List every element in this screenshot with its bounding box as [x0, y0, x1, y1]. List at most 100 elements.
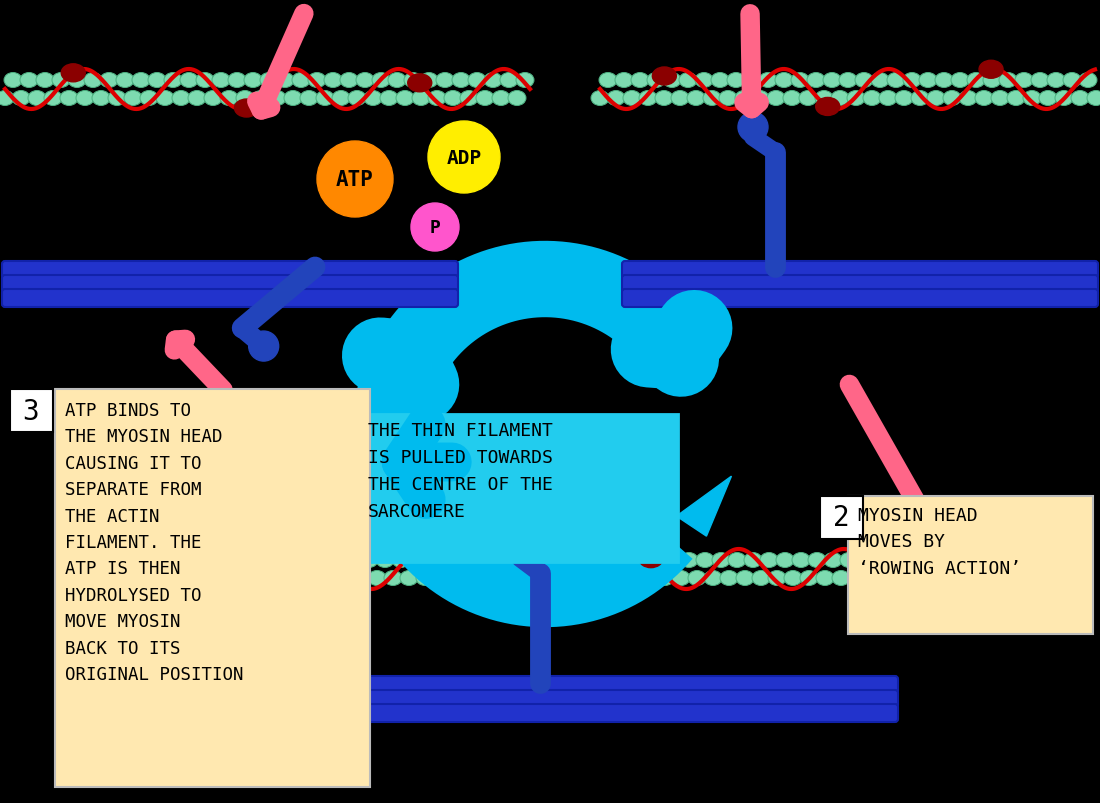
- Ellipse shape: [396, 92, 414, 106]
- FancyBboxPatch shape: [2, 275, 458, 294]
- Ellipse shape: [880, 571, 898, 585]
- Ellipse shape: [736, 571, 754, 585]
- Ellipse shape: [991, 92, 1009, 106]
- Ellipse shape: [959, 92, 977, 106]
- Text: MYOSIN HEAD
MOVES BY
‘ROWING ACTION’: MYOSIN HEAD MOVES BY ‘ROWING ACTION’: [858, 507, 1021, 577]
- Ellipse shape: [776, 73, 793, 88]
- Ellipse shape: [960, 571, 978, 585]
- Ellipse shape: [1071, 92, 1089, 106]
- Ellipse shape: [824, 552, 842, 568]
- Ellipse shape: [592, 571, 611, 585]
- Circle shape: [738, 113, 768, 143]
- Ellipse shape: [336, 571, 354, 585]
- Ellipse shape: [679, 73, 697, 88]
- Ellipse shape: [124, 92, 142, 106]
- Ellipse shape: [1006, 92, 1025, 106]
- Ellipse shape: [172, 92, 190, 106]
- Ellipse shape: [840, 552, 858, 568]
- Ellipse shape: [76, 92, 94, 106]
- FancyBboxPatch shape: [848, 496, 1093, 634]
- Ellipse shape: [460, 92, 478, 106]
- Ellipse shape: [356, 73, 374, 88]
- Ellipse shape: [624, 571, 642, 585]
- Ellipse shape: [436, 73, 454, 88]
- Ellipse shape: [848, 571, 866, 585]
- Ellipse shape: [983, 73, 1001, 88]
- Ellipse shape: [0, 92, 14, 106]
- Ellipse shape: [887, 73, 905, 88]
- Ellipse shape: [615, 73, 632, 88]
- Ellipse shape: [858, 560, 882, 579]
- Ellipse shape: [767, 92, 785, 106]
- FancyBboxPatch shape: [621, 275, 1098, 294]
- Ellipse shape: [416, 571, 434, 585]
- Ellipse shape: [647, 73, 666, 88]
- Ellipse shape: [903, 73, 921, 88]
- Ellipse shape: [344, 552, 362, 568]
- Text: ADP: ADP: [447, 149, 482, 167]
- Circle shape: [249, 332, 278, 361]
- Ellipse shape: [864, 92, 881, 106]
- Ellipse shape: [212, 73, 230, 88]
- FancyBboxPatch shape: [820, 496, 864, 540]
- FancyBboxPatch shape: [2, 290, 458, 308]
- Ellipse shape: [544, 571, 562, 585]
- Ellipse shape: [711, 73, 729, 88]
- Ellipse shape: [742, 73, 761, 88]
- Ellipse shape: [864, 571, 882, 585]
- Ellipse shape: [284, 92, 302, 106]
- Ellipse shape: [472, 552, 490, 568]
- FancyBboxPatch shape: [337, 704, 898, 722]
- Ellipse shape: [480, 571, 498, 585]
- Ellipse shape: [792, 552, 810, 568]
- Ellipse shape: [116, 73, 134, 88]
- Ellipse shape: [927, 92, 945, 106]
- Ellipse shape: [1015, 73, 1033, 88]
- Ellipse shape: [918, 73, 937, 88]
- Ellipse shape: [952, 73, 969, 88]
- Ellipse shape: [652, 68, 676, 86]
- Ellipse shape: [872, 552, 890, 568]
- Ellipse shape: [968, 552, 986, 568]
- Ellipse shape: [984, 552, 1002, 568]
- Text: P: P: [430, 218, 440, 237]
- Ellipse shape: [576, 571, 594, 585]
- Ellipse shape: [68, 73, 86, 88]
- Ellipse shape: [600, 73, 617, 88]
- Text: 3: 3: [23, 397, 40, 426]
- Ellipse shape: [663, 73, 681, 88]
- Ellipse shape: [504, 552, 522, 568]
- Ellipse shape: [791, 73, 808, 88]
- Ellipse shape: [20, 73, 38, 88]
- Ellipse shape: [591, 92, 609, 106]
- Ellipse shape: [654, 92, 673, 106]
- Ellipse shape: [1079, 73, 1097, 88]
- Ellipse shape: [376, 552, 394, 568]
- Ellipse shape: [1040, 92, 1057, 106]
- Ellipse shape: [234, 100, 258, 118]
- Ellipse shape: [324, 73, 342, 88]
- Ellipse shape: [752, 571, 770, 585]
- Ellipse shape: [404, 73, 422, 88]
- Circle shape: [428, 122, 501, 194]
- Ellipse shape: [420, 73, 438, 88]
- Ellipse shape: [816, 571, 834, 585]
- Ellipse shape: [703, 92, 720, 106]
- Ellipse shape: [204, 92, 222, 106]
- Ellipse shape: [340, 73, 358, 88]
- Ellipse shape: [783, 92, 801, 106]
- Ellipse shape: [400, 571, 418, 585]
- Ellipse shape: [879, 92, 896, 106]
- Polygon shape: [676, 476, 732, 536]
- Ellipse shape: [368, 571, 386, 585]
- Ellipse shape: [244, 73, 262, 88]
- Ellipse shape: [672, 571, 690, 585]
- Ellipse shape: [412, 92, 430, 106]
- Ellipse shape: [424, 552, 442, 568]
- Ellipse shape: [816, 98, 839, 116]
- Ellipse shape: [871, 73, 889, 88]
- Ellipse shape: [60, 92, 78, 106]
- Ellipse shape: [608, 571, 626, 585]
- Ellipse shape: [632, 552, 650, 568]
- Ellipse shape: [292, 73, 310, 88]
